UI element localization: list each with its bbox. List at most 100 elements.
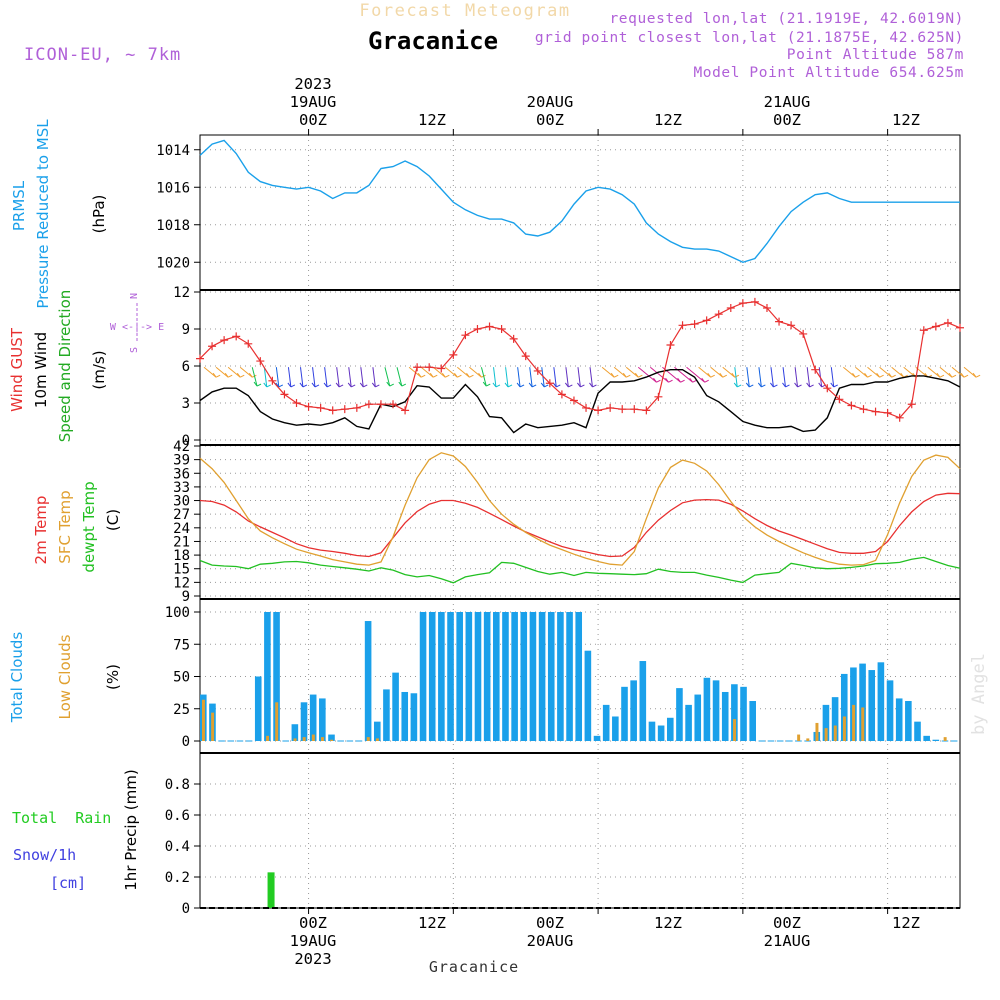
- cloud-total-bar: [511, 612, 518, 741]
- arrow-head: [757, 382, 762, 388]
- gust-marker: [919, 326, 928, 335]
- cloud-total-bar: [419, 612, 427, 741]
- cloud-total-bar: [483, 612, 491, 741]
- arrow-shaft: [625, 366, 639, 378]
- time-label-bottom: 2023: [294, 950, 331, 968]
- snow-label: Snow/1h: [13, 846, 76, 864]
- wind-direction-arrow: [516, 367, 525, 388]
- rain-label: Total Rain: [12, 809, 111, 827]
- arrow-head: [613, 374, 619, 378]
- arrow-shaft: [312, 367, 316, 387]
- arrow-shaft: [348, 367, 352, 387]
- cloud-total-bar: [886, 680, 894, 741]
- snow-unit: [cm]: [50, 874, 86, 892]
- y-tick-label: 50: [173, 670, 190, 686]
- arrow-head: [311, 382, 316, 388]
- cloud-total-bar: [868, 670, 876, 741]
- wind-direction-arrow: [625, 366, 643, 378]
- gust-marker: [292, 399, 301, 407]
- y-tick-label: 1020: [156, 255, 190, 271]
- y-tick-label: 30: [173, 494, 190, 510]
- y-tick-label: 75: [173, 637, 190, 653]
- gust-marker: [678, 321, 687, 330]
- arrow-head: [891, 374, 896, 378]
- arrow-head: [248, 372, 253, 378]
- arrow-shaft: [734, 367, 738, 387]
- arrow-head: [864, 372, 868, 378]
- gust-marker: [654, 392, 663, 401]
- arrow-head: [855, 374, 860, 378]
- gust-marker: [244, 339, 253, 348]
- footer-location: Gracanice: [429, 958, 519, 976]
- arrow-head: [960, 372, 965, 378]
- arrow-head: [417, 372, 422, 378]
- y-tick-label: 6: [182, 359, 190, 375]
- arrow-head: [794, 382, 798, 388]
- wind-direction-arrow: [710, 366, 728, 378]
- arrow-shaft: [420, 366, 434, 378]
- arrow-head: [371, 382, 376, 388]
- cloud-total-bar: [895, 698, 903, 741]
- cloud-total-bar: [438, 612, 445, 741]
- arrow-head: [680, 379, 685, 383]
- time-label-bottom: 00Z: [773, 914, 801, 932]
- arrow-shaft: [457, 366, 470, 378]
- y-tick-label: 100: [165, 605, 190, 621]
- cloud-total-bar: [428, 612, 436, 741]
- gust-label: Wind GUST: [8, 327, 26, 412]
- gust-marker: [871, 407, 880, 416]
- dewpt-label: dewpt Temp: [80, 481, 98, 572]
- arrow-head: [692, 379, 697, 383]
- wind-direction-arrow: [263, 367, 271, 388]
- y-tick-label: 0.4: [165, 839, 190, 855]
- gust-marker: [497, 325, 506, 333]
- cloud-low-bar: [797, 734, 801, 741]
- wind-direction-arrow: [733, 367, 742, 388]
- cloud-total-bar: [859, 663, 866, 741]
- arrow-head: [818, 382, 823, 388]
- arrow-head: [253, 381, 258, 387]
- arrow-shaft: [722, 366, 736, 378]
- wind-direction-arrow: [203, 366, 221, 378]
- gust-marker: [389, 400, 398, 409]
- arrow-head: [495, 384, 501, 388]
- arrow-shaft: [469, 366, 482, 378]
- arrow-shaft: [855, 366, 868, 378]
- cloud-total-bar: [364, 621, 372, 741]
- wind-direction-arrow: [589, 367, 597, 388]
- wind-gust-line: [199, 301, 961, 419]
- arrow-shaft: [770, 367, 774, 387]
- y-tick-label: 0: [182, 901, 190, 917]
- cloud-total-bar: [566, 612, 573, 741]
- arrow-head: [266, 384, 271, 388]
- arrow-head: [469, 374, 474, 378]
- gust-marker: [328, 406, 337, 415]
- arrow-head: [224, 372, 229, 378]
- cloud-low-bar: [266, 735, 270, 741]
- arrow-head: [773, 384, 778, 388]
- gust-marker: [280, 390, 289, 399]
- gust-marker: [787, 321, 796, 330]
- point-altitude: Point Altitude 587m: [787, 47, 964, 63]
- y-tick-label: 0.8: [165, 777, 190, 793]
- arrow-head: [314, 384, 320, 388]
- wind-direction-arrow: [794, 367, 802, 388]
- arrow-head: [852, 372, 856, 378]
- wind-direction-arrow: [806, 367, 814, 388]
- arrow-head: [745, 382, 750, 388]
- gust-marker: [509, 334, 518, 343]
- cloud-total-bar: [703, 677, 711, 741]
- cloud-total-bar: [465, 612, 473, 741]
- arrow-head: [888, 372, 893, 378]
- cloud-low-bar: [733, 719, 737, 741]
- arrow-head: [290, 384, 296, 388]
- cloud-total-bar: [383, 689, 390, 741]
- arrow-shaft: [480, 367, 487, 387]
- cloud-total-bar: [712, 680, 720, 741]
- dewpoint-line: [199, 556, 961, 584]
- gust-marker: [714, 310, 723, 319]
- arrow-shaft: [891, 366, 905, 378]
- gust-marker: [196, 354, 204, 363]
- arrow-head: [806, 382, 811, 388]
